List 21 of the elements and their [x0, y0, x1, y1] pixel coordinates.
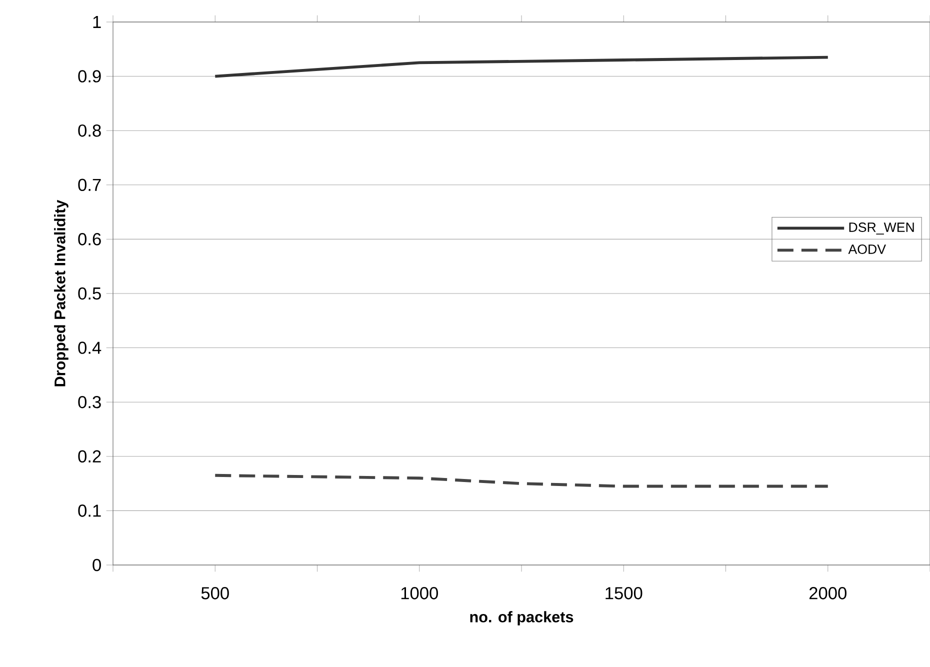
x-tick-label: 1000 [401, 587, 438, 600]
y-tick-label: 0.3 [78, 396, 101, 408]
y-tick-label: 0.4 [78, 342, 102, 354]
line-series [214, 474, 830, 488]
x-tick-label: 1500 [606, 587, 642, 600]
y-tick-label: 0.8 [78, 124, 101, 137]
y-axis-title: Dropped Packet Invalidity [54, 200, 68, 386]
line-series [214, 56, 830, 78]
x-tick-label: 500 [201, 587, 229, 600]
text: AODV [848, 244, 886, 254]
y-tick-label: 1 [93, 16, 101, 28]
text: DSR_WEN [849, 222, 914, 235]
y-tick-label: 0.9 [78, 70, 101, 82]
x-tick-label: 2000 [809, 587, 846, 600]
y-tick-label: 0.6 [78, 233, 101, 246]
x-axis-title: no. of packets [470, 611, 574, 626]
y-tick-label: 0 [92, 558, 101, 572]
y-tick-label: 0.5 [78, 287, 101, 300]
y-tick-label: 0.1 [78, 504, 101, 517]
y-tick-label: 0.7 [78, 178, 101, 192]
y-tick-label: 0.2 [78, 450, 101, 463]
